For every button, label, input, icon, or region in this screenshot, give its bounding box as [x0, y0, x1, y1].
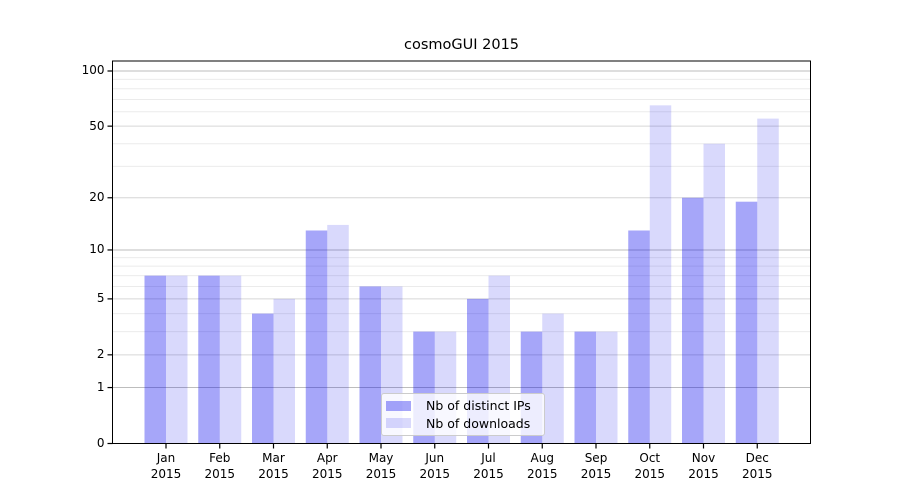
y-tick-label-1: 1	[96, 380, 105, 395]
y-tick-label-5: 5	[96, 291, 105, 306]
bar-downloads-aug	[542, 313, 564, 443]
bar-downloads-oct	[649, 105, 672, 443]
legend: Nb of distinct IPs Nb of downloads	[381, 393, 545, 436]
x-tick-label-aug: Aug 2015	[526, 450, 558, 482]
legend-item-downloads: Nb of downloads	[386, 416, 538, 431]
bar-ips-nov	[682, 197, 704, 443]
x-tick-label-jul: Jul 2015	[473, 450, 504, 482]
y-tick-label-50: 50	[89, 118, 105, 133]
x-tick-label-oct: Oct 2015	[634, 450, 666, 482]
x-tick-label-feb: Feb 2015	[204, 450, 236, 482]
bar-ips-mar	[252, 313, 274, 443]
x-tick-label-jan: Jan 2015	[150, 450, 182, 482]
bar-downloads-sep	[596, 331, 618, 443]
bar-downloads-dec	[757, 118, 779, 444]
legend-swatch-downloads	[386, 418, 411, 429]
bar-downloads-jan	[166, 275, 188, 443]
bar-ips-oct	[628, 230, 650, 443]
legend-label-distinct-ips: Nb of distinct IPs	[426, 398, 531, 414]
x-tick-label-nov: Nov 2015	[688, 450, 719, 482]
bar-ips-may	[359, 286, 381, 443]
plot-spines	[112, 60, 811, 444]
y-tick-label-0: 0	[96, 436, 105, 450]
bar-ips-jan	[144, 275, 166, 443]
chart-title: cosmoGUI 2015	[403, 37, 520, 53]
x-tick-label-apr: Apr 2015	[311, 450, 343, 482]
x-tick-label-sep: Sep 2015	[580, 450, 612, 482]
bar-downloads-apr	[327, 224, 349, 443]
y-tick-label-10: 10	[89, 242, 105, 257]
x-tick-label-may: May 2015	[365, 450, 397, 482]
bar-ips-dec	[735, 201, 758, 443]
x-tick-label-jun: Jun 2015	[419, 450, 451, 482]
x-tick-label-dec: Dec 2015	[741, 450, 773, 482]
bar-downloads-mar	[273, 298, 295, 443]
bar-ips-apr	[305, 230, 328, 443]
bar-ips-feb	[198, 275, 220, 443]
y-tick-label-2: 2	[96, 347, 105, 362]
bar-downloads-feb	[219, 275, 242, 443]
legend-swatch-distinct-ips	[386, 400, 411, 411]
y-tick-label-100: 100	[81, 63, 105, 78]
x-tick-label-mar: Mar 2015	[258, 450, 289, 482]
legend-label-downloads: Nb of downloads	[426, 415, 531, 431]
bar-downloads-nov	[703, 143, 725, 444]
y-tick-label-20: 20	[89, 190, 105, 205]
legend-item-distinct-ips: Nb of distinct IPs	[386, 398, 538, 413]
bar-ips-sep	[574, 331, 596, 443]
